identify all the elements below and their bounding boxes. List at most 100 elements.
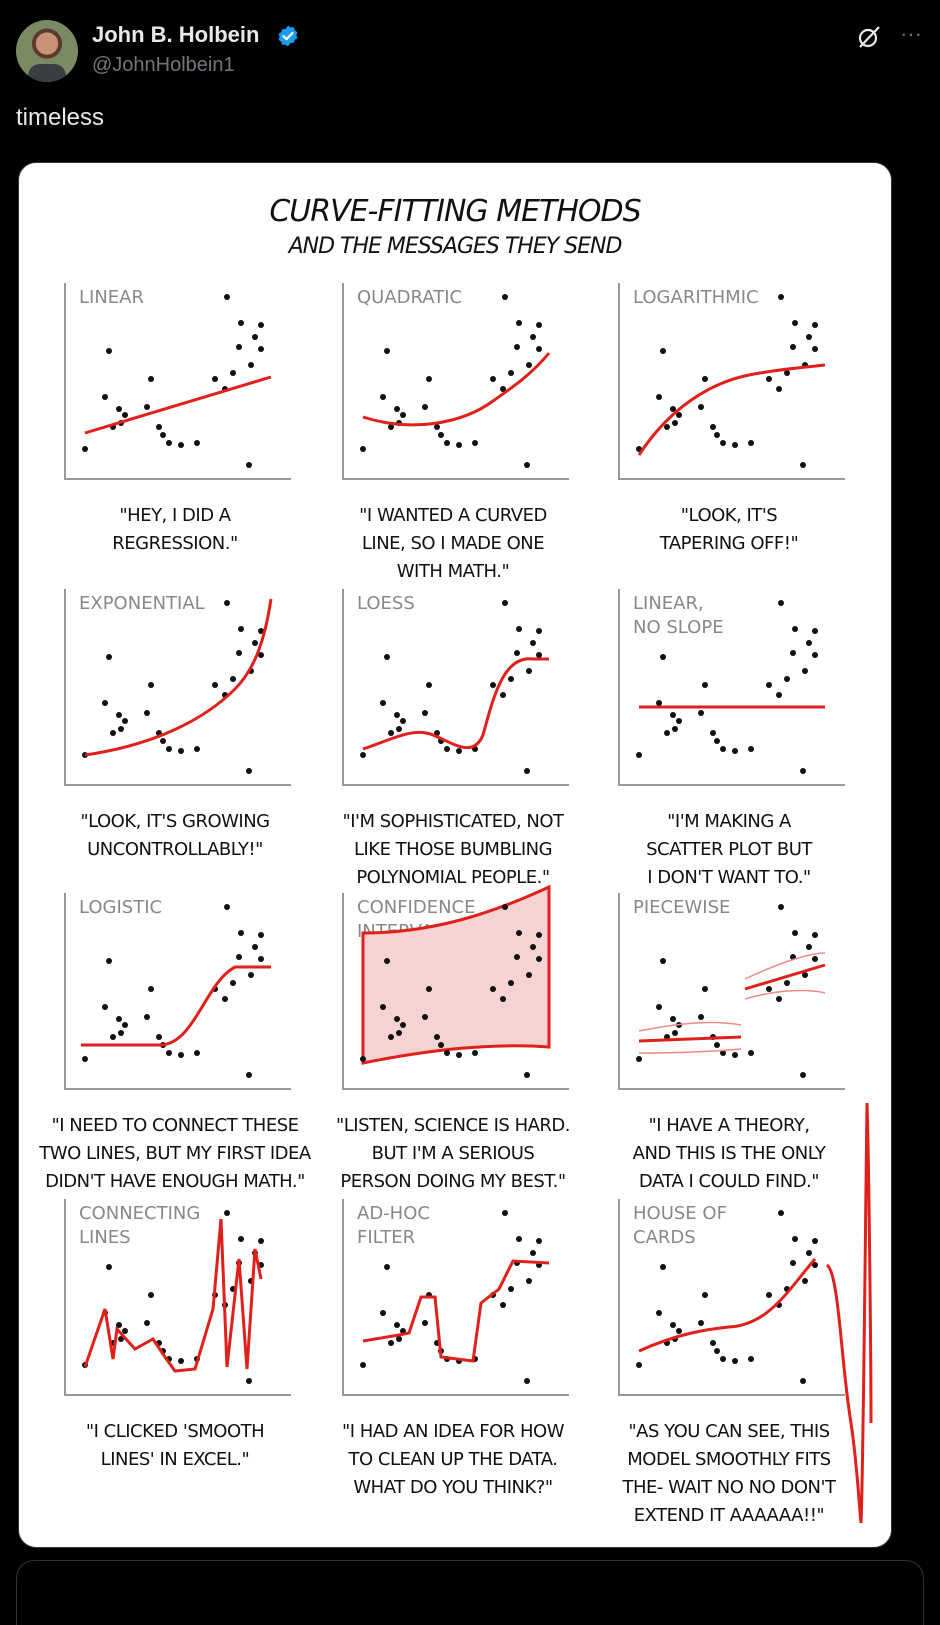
panel-caption: "I WANTED A CURVED (359, 505, 547, 526)
data-point (144, 1014, 150, 1020)
data-point (396, 1336, 402, 1342)
data-point (500, 1302, 506, 1308)
data-point (160, 432, 166, 438)
data-point (248, 972, 254, 978)
data-point (258, 932, 264, 938)
avatar[interactable] (16, 20, 78, 82)
data-point (732, 442, 738, 448)
data-point (812, 956, 818, 962)
data-point (422, 1320, 428, 1326)
data-point (676, 718, 682, 724)
data-point (252, 640, 258, 646)
data-point (792, 626, 798, 632)
fit-line (362, 352, 551, 427)
panel-caption: SCATTER PLOT BUT (646, 839, 813, 860)
data-point (102, 1004, 108, 1010)
data-point (698, 1320, 704, 1326)
data-point (224, 1210, 230, 1216)
data-point (812, 628, 818, 634)
data-point (116, 712, 122, 718)
data-point (148, 376, 154, 382)
data-point (812, 932, 818, 938)
author-handle[interactable]: @JohnHolbein1 (92, 54, 235, 76)
data-point (656, 394, 662, 400)
panel-caption: REGRESSION." (112, 533, 238, 554)
data-point (456, 1052, 462, 1058)
data-point (790, 344, 796, 350)
data-point (508, 1286, 514, 1292)
data-point (118, 726, 124, 732)
panel-label: FILTER (357, 1227, 415, 1248)
data-point (748, 1050, 754, 1056)
panel-5: LOESS "I'M SOPHISTICATED, NOT LIKE THOSE B… (342, 589, 569, 888)
panel-caption: LINES' IN EXCEL." (101, 1449, 250, 1470)
data-point (116, 406, 122, 412)
data-point (516, 320, 522, 326)
post-image[interactable]: CURVE-FITTING METHODS AND THE MESSAGES T… (18, 162, 892, 1548)
panel-caption: LIKE THOSE BUMBLING (354, 839, 552, 860)
data-point (110, 1034, 116, 1040)
panel-label: NO SLOPE (633, 617, 724, 638)
data-point (784, 676, 790, 682)
data-point (664, 730, 670, 736)
data-point (438, 1042, 444, 1048)
panel-caption: LINE, SO I MADE ONE (362, 533, 544, 554)
data-point (672, 1030, 678, 1036)
grok-icon[interactable] (856, 24, 882, 50)
panel-axes (618, 589, 845, 786)
data-point (792, 1236, 798, 1242)
data-point (714, 738, 720, 744)
data-point (536, 322, 542, 328)
data-point (766, 986, 772, 992)
data-point (514, 954, 520, 960)
author-name[interactable]: John B. Holbein (92, 22, 260, 47)
data-point (802, 1278, 808, 1284)
reply-area-edge (16, 1560, 924, 1625)
panel-6: LINEAR, NO SLOPE "I'M MAKING A SCATTER PLOT… (618, 589, 845, 888)
panel-caption: MODEL SMOOTHLY FITS (627, 1449, 831, 1470)
data-point (790, 1260, 796, 1266)
data-point (148, 1292, 154, 1298)
data-point (524, 768, 530, 774)
data-point (714, 432, 720, 438)
data-point (676, 1328, 682, 1334)
more-icon[interactable]: ··· (900, 21, 922, 46)
data-point (380, 1310, 386, 1316)
data-point (636, 752, 642, 758)
data-point (394, 406, 400, 412)
data-point (388, 424, 394, 430)
panel-caption: UNCONTROLLABLY!" (87, 839, 263, 860)
data-point (236, 650, 242, 656)
data-point (698, 404, 704, 410)
data-point (394, 1322, 400, 1328)
panel-caption: WITH MATH." (397, 561, 510, 582)
data-point (380, 394, 386, 400)
panel-caption: "LISTEN, SCIENCE IS HARD. (336, 1115, 570, 1136)
panel-8: CONFIDENCEINTERVAL"LISTEN, SCIENCE IS HA… (336, 884, 571, 1192)
panel-2: QUADRATIC "I WANTED A CURVED LINE, SO I MA… (342, 283, 569, 582)
data-point (536, 1238, 542, 1244)
data-point (500, 386, 506, 392)
data-point (236, 954, 242, 960)
data-point (530, 640, 536, 646)
panel-caption: "LOOK, IT'S (681, 505, 778, 526)
data-point (672, 726, 678, 732)
confidence-band (361, 884, 551, 1065)
panel-axes (64, 283, 291, 480)
data-point (212, 682, 218, 688)
panel-caption: TWO LINES, BUT MY FIRST IDEA (38, 1143, 312, 1164)
panel-label: EXPONENTIAL (79, 593, 205, 614)
panel-11: AD-HOC FILTER "I HAD AN IDEA FOR HOW TO CLE… (342, 1199, 569, 1498)
data-point (732, 748, 738, 754)
data-point (224, 904, 230, 910)
panel-caption: "I'M SOPHISTICATED, NOT (342, 811, 565, 832)
data-point (258, 956, 264, 962)
data-point (530, 944, 536, 950)
data-point (394, 1016, 400, 1022)
data-point (444, 1050, 450, 1056)
data-point (148, 682, 154, 688)
panel-label: AD-HOC (357, 1203, 430, 1224)
data-point (82, 446, 88, 452)
data-point (426, 376, 432, 382)
data-point (748, 746, 754, 752)
